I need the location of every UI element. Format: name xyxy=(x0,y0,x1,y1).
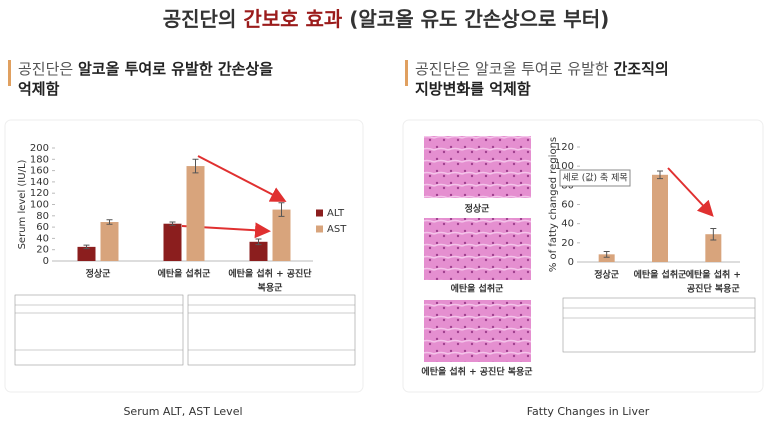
x-tick-label: 복용군 xyxy=(258,283,284,294)
bar xyxy=(249,241,268,261)
legend-label: AST xyxy=(327,224,347,235)
legend-swatch xyxy=(316,209,323,217)
card xyxy=(4,119,364,393)
bar xyxy=(163,223,182,261)
x-tick-label: 에탄올 섭취 + xyxy=(686,269,741,281)
panel-heading: 공진단은 알코올 투여로 유발한 간손상을 xyxy=(18,60,273,78)
y-axis-label: Serum level (IU/L) xyxy=(17,159,28,249)
bar xyxy=(100,222,119,261)
y-tick-label: 60 xyxy=(561,200,574,211)
panel-heading: 공진단은 알코올 투여로 유발한 간조직의 xyxy=(415,60,669,78)
text-segment: 공진단은 알코올 투여로 유발한 xyxy=(415,60,613,78)
x-tick-label: 에탄올 섭취군 xyxy=(158,268,212,280)
legend-label: ALT xyxy=(327,208,345,219)
text-segment: 간보호 효과 xyxy=(243,7,343,31)
y-tick-label: 200 xyxy=(30,143,49,154)
text-segment: 지방변화를 억제함 xyxy=(415,80,531,98)
x-tick-label: 정상군 xyxy=(86,268,112,280)
error-bar xyxy=(192,158,199,174)
error-bar xyxy=(83,244,90,250)
y-tick-label: 20 xyxy=(561,238,574,249)
y-tick-label: 100 xyxy=(30,200,49,211)
y-tick-label: 40 xyxy=(36,233,49,244)
panel-heading: 지방변화를 억제함 xyxy=(415,80,531,98)
y-tick-label: 180 xyxy=(30,154,49,165)
panel-caption: Serum ALT, AST Level xyxy=(123,405,242,418)
text-segment: 간조직의 xyxy=(613,60,668,78)
error-bar xyxy=(710,227,717,241)
page-title: 공진단의 간보호 효과 (알코올 유도 간손상으로 부터) xyxy=(163,7,609,31)
y-tick-label: 160 xyxy=(30,166,49,177)
y-tick-label: 20 xyxy=(36,245,49,256)
image-label: 에탄올 섭취군 xyxy=(451,283,505,295)
bar xyxy=(652,174,668,262)
x-tick-label: 에탄올 섭취군 xyxy=(634,269,688,281)
x-tick-label: 에탄올 섭취 + 공진단 xyxy=(228,268,312,280)
panel-heading: 억제함 xyxy=(18,80,60,98)
bar xyxy=(186,166,205,261)
bar xyxy=(598,254,615,262)
y-tick-label: 0 xyxy=(568,257,574,268)
text-segment: (알코올 유도 간손상으로 부터) xyxy=(342,7,609,31)
y-tick-label: 60 xyxy=(36,222,49,233)
y-tick-label: 80 xyxy=(36,211,49,222)
bar xyxy=(272,209,291,261)
accent-bar xyxy=(405,60,408,86)
histology-image xyxy=(424,218,531,280)
error-bar xyxy=(169,221,176,226)
text-segment: 공진단의 xyxy=(163,7,244,31)
error-bar xyxy=(278,202,285,217)
text-segment: 공진단은 xyxy=(18,60,78,78)
error-bar xyxy=(657,170,663,180)
error-bar xyxy=(603,250,610,258)
accent-bar xyxy=(8,60,11,86)
y-tick-label: 120 xyxy=(555,142,574,153)
y-tick-label: 100 xyxy=(555,161,574,172)
text-segment: 알코올 투여로 유발한 간손상을 xyxy=(78,60,273,78)
histology-image xyxy=(424,300,531,362)
tooltip: 세로 (값) 축 제목 xyxy=(562,172,627,184)
histology-image xyxy=(424,136,531,198)
bar xyxy=(705,234,722,262)
image-label: 정상군 xyxy=(465,203,491,215)
legend-swatch xyxy=(316,225,323,233)
tooltip-box xyxy=(559,169,631,187)
data-table xyxy=(14,294,756,366)
image-label: 에탄올 섭취 + 공진단 복용군 xyxy=(421,366,533,378)
y-tick-label: 0 xyxy=(43,256,49,267)
text-segment: 억제함 xyxy=(18,80,60,98)
x-tick-label: 정상군 xyxy=(594,269,620,281)
y-axis-label: % of fatty changed regions xyxy=(548,137,559,272)
x-tick-label: 공진단 복용군 xyxy=(687,283,741,295)
error-bar xyxy=(255,238,262,246)
error-bar xyxy=(106,219,113,225)
panel-caption: Fatty Changes in Liver xyxy=(527,405,650,418)
y-tick-label: 40 xyxy=(561,219,574,230)
y-tick-label: 140 xyxy=(30,177,49,188)
bar xyxy=(77,246,96,261)
y-tick-label: 120 xyxy=(30,188,49,199)
